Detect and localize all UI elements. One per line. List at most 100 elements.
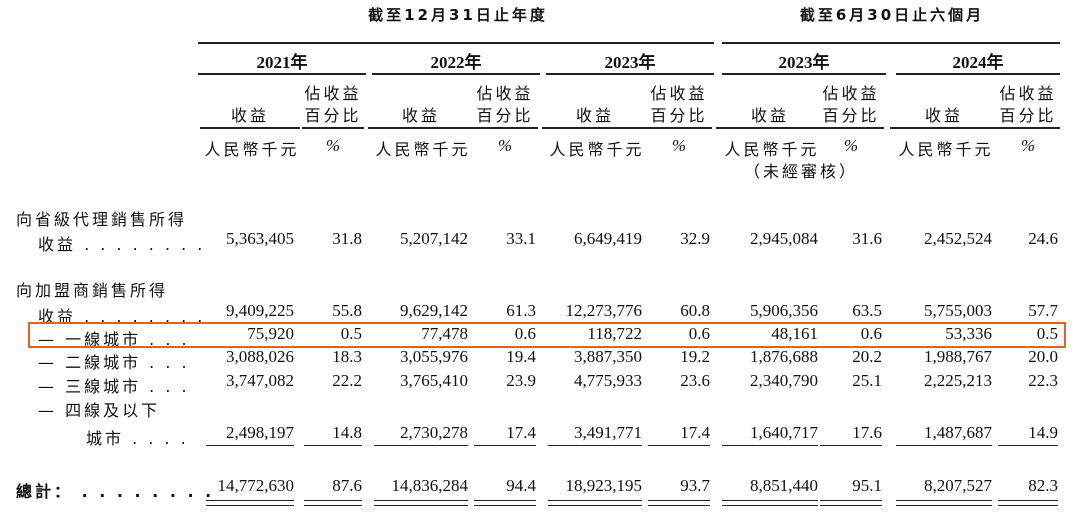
- row-label-tier2: — 二線城市 . . .: [38, 353, 190, 372]
- table-cell: 9,409,225: [226, 301, 294, 320]
- table-cell: 3,765,410: [400, 371, 468, 390]
- table-cell: 14.9: [1028, 423, 1058, 442]
- pct-col-header-line1: 佔收益: [650, 84, 708, 103]
- table-cell: 3,887,350: [574, 347, 642, 366]
- subtotal-rule: [896, 445, 992, 446]
- table-cell: 8,207,527: [924, 476, 992, 495]
- row-label-provincial-line1: 向省級代理銷售所得: [16, 210, 188, 229]
- year-rule: [722, 73, 886, 75]
- subheader-rule: [302, 127, 364, 129]
- subtotal-rule: [998, 445, 1058, 446]
- unaudited-note: （未經審核）: [744, 162, 859, 181]
- row-label-tier4-line2: 城市 . . . .: [86, 429, 189, 448]
- subtotal-rule: [722, 445, 818, 446]
- table-cell: 4,775,933: [574, 371, 642, 390]
- table-cell: 17.6: [852, 423, 882, 442]
- revenue-col-header: 收益: [750, 106, 789, 125]
- table-cell: 53,336: [945, 324, 992, 343]
- table-cell: 57.7: [1028, 301, 1058, 320]
- table-cell: 63.5: [852, 301, 882, 320]
- table-cell: 17.4: [680, 423, 710, 442]
- row-label-franchise-line2: 收益 . . . . . . . .: [38, 307, 206, 326]
- table-cell: 22.3: [1028, 371, 1058, 390]
- table-cell: 3,088,026: [226, 347, 294, 366]
- table-cell: 20.2: [852, 347, 882, 366]
- pct-col-header-line1: 佔收益: [476, 84, 534, 103]
- subtotal-rule: [474, 445, 536, 446]
- subheader-rule: [542, 127, 648, 129]
- table-cell: 23.6: [680, 371, 710, 390]
- subtotal-rule: [374, 445, 468, 446]
- table-cell: 1,988,767: [924, 347, 992, 366]
- pct-col-header-line2: 百分比: [822, 106, 880, 125]
- row-label-tier4-line1: — 四線及以下: [38, 401, 161, 420]
- table-cell: 5,207,142: [400, 229, 468, 248]
- total-double-rule: [206, 500, 294, 506]
- table-cell: 2,945,084: [750, 229, 818, 248]
- subheader-rule: [818, 127, 884, 129]
- total-double-rule: [998, 500, 1058, 506]
- total-double-rule: [374, 500, 468, 506]
- total-double-rule: [548, 500, 642, 506]
- table-cell: 23.9: [506, 371, 536, 390]
- table-cell: 77,478: [421, 324, 468, 343]
- pct-col-header-line1: 佔收益: [822, 84, 880, 103]
- unit-rmb-header: 人民幣千元: [375, 140, 471, 159]
- total-double-rule: [304, 500, 362, 506]
- subtotal-rule: [820, 445, 882, 446]
- table-cell: 19.4: [506, 347, 536, 366]
- fy-rule: [198, 42, 714, 44]
- table-cell: 0.5: [340, 324, 362, 343]
- table-cell: 95.1: [852, 476, 882, 495]
- table-cell: 24.6: [1028, 229, 1058, 248]
- table-cell: 2,452,524: [924, 229, 992, 248]
- table-cell: 22.2: [332, 371, 362, 390]
- h1-rule: [722, 42, 1060, 44]
- table-cell: 1,487,687: [924, 423, 992, 442]
- table-cell: 3,055,976: [400, 347, 468, 366]
- unit-rmb-header: 人民幣千元: [549, 140, 645, 159]
- subheader-rule: [646, 127, 712, 129]
- table-cell: 33.1: [506, 229, 536, 248]
- table-cell: 2,730,278: [400, 423, 468, 442]
- table-cell: 14.8: [332, 423, 362, 442]
- unit-pct-header: %: [671, 136, 687, 155]
- table-cell: 1,640,717: [750, 423, 818, 442]
- row-label-franchise-line1: 向加盟商銷售所得: [16, 281, 169, 300]
- table-cell: 0.6: [860, 324, 882, 343]
- table-cell: 55.8: [332, 301, 362, 320]
- table-cell: 82.3: [1028, 476, 1058, 495]
- table-cell: 0.6: [514, 324, 536, 343]
- table-cell: 93.7: [680, 476, 710, 495]
- table-cell: 12,273,776: [565, 301, 643, 320]
- table-cell: 2,225,213: [924, 371, 992, 390]
- table-cell: 19.2: [680, 347, 710, 366]
- table-cell: 0.6: [688, 324, 710, 343]
- table-cell: 118,722: [587, 324, 642, 343]
- table-cell: 94.4: [506, 476, 536, 495]
- subheader-rule: [996, 127, 1060, 129]
- unit-pct-header: %: [497, 136, 513, 155]
- total-double-rule: [722, 500, 818, 506]
- subheader-rule: [200, 127, 300, 129]
- pct-col-header-line2: 百分比: [999, 106, 1057, 125]
- table-cell: 17.4: [506, 423, 536, 442]
- unit-pct-header: %: [1020, 136, 1036, 155]
- table-cell: 25.1: [852, 371, 882, 390]
- h1-period-header: 截至6月30日止六個月: [799, 6, 985, 24]
- table-cell: 20.0: [1028, 347, 1058, 366]
- fy-period-header: 截至12月31日止年度: [368, 6, 548, 24]
- table-cell: 87.6: [332, 476, 362, 495]
- row-label-tier3: — 三線城市 . . .: [38, 377, 190, 396]
- table-cell: 5,363,405: [226, 229, 294, 248]
- table-cell: 1,876,688: [750, 347, 818, 366]
- total-double-rule: [820, 500, 882, 506]
- subtotal-rule: [548, 445, 642, 446]
- unit-rmb-header: 人民幣千元: [204, 140, 300, 159]
- unit-rmb-header: 人民幣千元: [724, 140, 820, 159]
- table-cell: 3,491,771: [574, 423, 642, 442]
- table-cell: 48,161: [771, 324, 818, 343]
- year-rule: [896, 73, 1060, 75]
- unit-pct-header: %: [325, 136, 341, 155]
- year-rule: [198, 73, 366, 75]
